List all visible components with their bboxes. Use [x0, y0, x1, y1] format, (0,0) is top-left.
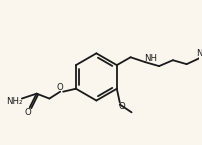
Text: O: O: [118, 102, 125, 111]
Text: NH₂: NH₂: [6, 97, 22, 106]
Text: NH: NH: [144, 54, 157, 63]
Text: O: O: [24, 108, 31, 117]
Text: O: O: [57, 83, 64, 92]
Text: N: N: [196, 49, 202, 58]
